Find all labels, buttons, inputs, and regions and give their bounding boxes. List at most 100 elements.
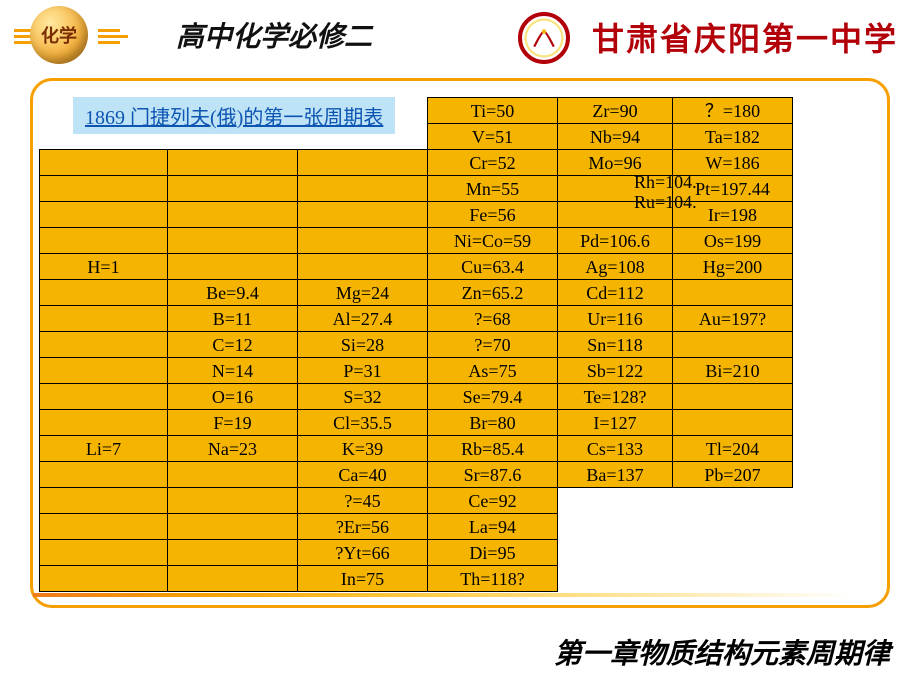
table-cell: Zr=90 bbox=[558, 98, 673, 124]
table-cell: H=1 bbox=[40, 254, 168, 280]
table-cell: Cd=112 bbox=[558, 280, 673, 306]
table-cell: K=39 bbox=[298, 436, 428, 462]
table-cell: S=32 bbox=[298, 384, 428, 410]
wing-right bbox=[98, 26, 128, 47]
table-cell: Pt=197.44 bbox=[673, 176, 793, 202]
table-cell bbox=[558, 488, 673, 514]
table-cell: As=75 bbox=[428, 358, 558, 384]
table-cell bbox=[673, 488, 793, 514]
table-cell: Te=128? bbox=[558, 384, 673, 410]
table-cell: C=12 bbox=[168, 332, 298, 358]
table-cell bbox=[558, 566, 673, 592]
table-cell: Pd=106.6 bbox=[558, 228, 673, 254]
table-cell: I=127 bbox=[558, 410, 673, 436]
table-cell: Cs=133 bbox=[558, 436, 673, 462]
table-cell: Se=79.4 bbox=[428, 384, 558, 410]
table-cell: N=14 bbox=[168, 358, 298, 384]
table-cell: Sr=87.6 bbox=[428, 462, 558, 488]
table-cell bbox=[168, 566, 298, 592]
table-cell bbox=[168, 462, 298, 488]
table-cell: Mg=24 bbox=[298, 280, 428, 306]
table-cell: Sn=118 bbox=[558, 332, 673, 358]
table-cell bbox=[40, 514, 168, 540]
table-cell bbox=[673, 384, 793, 410]
table-cell bbox=[40, 176, 168, 202]
table-caption: 1869 门捷列夫(俄)的第一张周期表 bbox=[73, 97, 395, 134]
table-cell bbox=[298, 228, 428, 254]
table-cell: Th=118? bbox=[428, 566, 558, 592]
table-cell: O=16 bbox=[168, 384, 298, 410]
table-cell: Fe=56 bbox=[428, 202, 558, 228]
table-cell bbox=[168, 488, 298, 514]
table-cell: Be=9.4 bbox=[168, 280, 298, 306]
table-cell: W=186 bbox=[673, 150, 793, 176]
table-cell: ?=45 bbox=[298, 488, 428, 514]
table-cell: Ur=116 bbox=[558, 306, 673, 332]
table-cell: Si=28 bbox=[298, 332, 428, 358]
table-cell: Li=7 bbox=[40, 436, 168, 462]
chapter-footer: 第一章物质结构元素周期律 bbox=[554, 632, 890, 672]
table-cell bbox=[40, 202, 168, 228]
table-cell: Di=95 bbox=[428, 540, 558, 566]
table-cell: Tl=204 bbox=[673, 436, 793, 462]
table-cell: Ag=108 bbox=[558, 254, 673, 280]
content-frame: Ti=50Zr=90？=180V=51Nb=94Ta=182Cr=52Mo=96… bbox=[30, 78, 890, 608]
table-cell: Br=80 bbox=[428, 410, 558, 436]
school-name: 甘肃省庆阳第一中学 bbox=[592, 14, 898, 60]
table-cell: Mo=96 bbox=[558, 150, 673, 176]
table-cell: Nb=94 bbox=[558, 124, 673, 150]
table-cell: ?Er=56 bbox=[298, 514, 428, 540]
table-cell bbox=[673, 280, 793, 306]
table-cell: Cr=52 bbox=[428, 150, 558, 176]
table-cell: P=31 bbox=[298, 358, 428, 384]
school-logo-icon bbox=[518, 12, 570, 64]
table-cell bbox=[40, 332, 168, 358]
table-cell bbox=[40, 540, 168, 566]
header-bar: 化学 高中化学必修二 甘肃省庆阳第一中学 bbox=[0, 0, 920, 70]
table-cell: ？=180 bbox=[673, 98, 793, 124]
table-cell bbox=[558, 176, 673, 202]
table-cell: Sb=122 bbox=[558, 358, 673, 384]
chemistry-badge: 化学 bbox=[30, 6, 88, 64]
table-cell: Na=23 bbox=[168, 436, 298, 462]
table-cell bbox=[40, 488, 168, 514]
table-cell bbox=[673, 566, 793, 592]
table-cell: F=19 bbox=[168, 410, 298, 436]
table-cell: Ni=Co=59 bbox=[428, 228, 558, 254]
table-cell: B=11 bbox=[168, 306, 298, 332]
table-cell bbox=[40, 384, 168, 410]
table-cell: Ti=50 bbox=[428, 98, 558, 124]
table-cell: Ta=182 bbox=[673, 124, 793, 150]
table-cell bbox=[673, 332, 793, 358]
table-cell: Ca=40 bbox=[298, 462, 428, 488]
table-cell: Cl=35.5 bbox=[298, 410, 428, 436]
table-cell: Al=27.4 bbox=[298, 306, 428, 332]
table-cell: Bi=210 bbox=[673, 358, 793, 384]
table-cell bbox=[673, 514, 793, 540]
table-cell: ?Yt=66 bbox=[298, 540, 428, 566]
table-cell bbox=[298, 150, 428, 176]
table-cell: Pb=207 bbox=[673, 462, 793, 488]
table-cell bbox=[40, 228, 168, 254]
table-cell bbox=[298, 176, 428, 202]
table-cell: Rb=85.4 bbox=[428, 436, 558, 462]
table-cell: Ba=137 bbox=[558, 462, 673, 488]
table-cell bbox=[40, 410, 168, 436]
table-cell: La=94 bbox=[428, 514, 558, 540]
table-cell bbox=[298, 254, 428, 280]
table-cell: In=75 bbox=[298, 566, 428, 592]
periodic-table: Ti=50Zr=90？=180V=51Nb=94Ta=182Cr=52Mo=96… bbox=[39, 97, 793, 592]
table-cell: Os=199 bbox=[673, 228, 793, 254]
table-cell: Hg=200 bbox=[673, 254, 793, 280]
table-cell bbox=[40, 566, 168, 592]
table-cell bbox=[558, 514, 673, 540]
table-cell: Mn=55 bbox=[428, 176, 558, 202]
table-cell bbox=[40, 306, 168, 332]
table-cell bbox=[558, 202, 673, 228]
table-cell bbox=[168, 254, 298, 280]
table-cell: Au=197? bbox=[673, 306, 793, 332]
table-cell: Zn=65.2 bbox=[428, 280, 558, 306]
table-cell: Ir=198 bbox=[673, 202, 793, 228]
table-cell bbox=[298, 202, 428, 228]
table-cell bbox=[168, 202, 298, 228]
